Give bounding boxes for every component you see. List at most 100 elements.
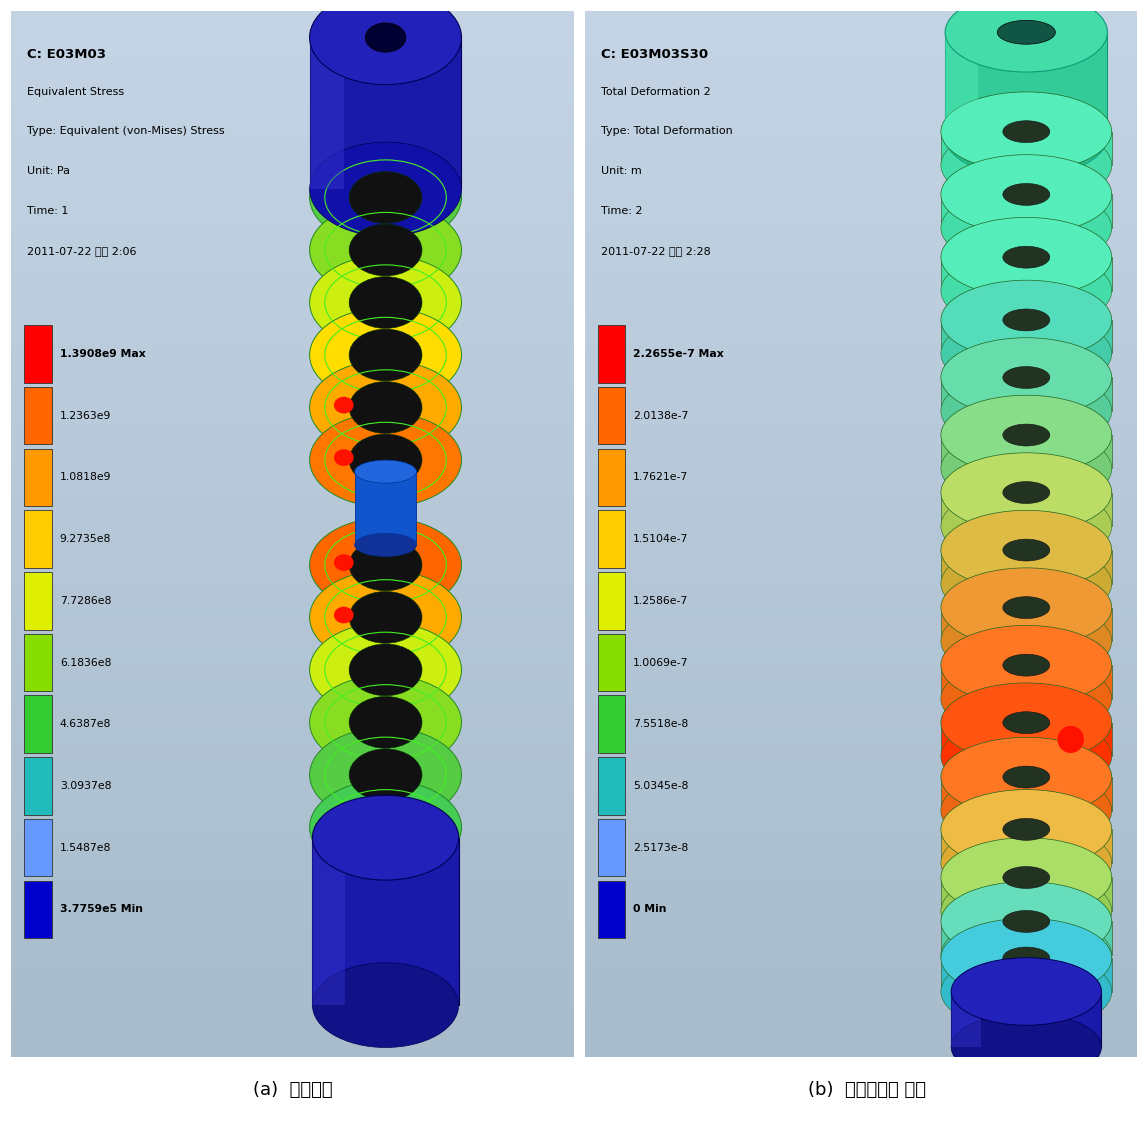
Text: 1.7621e-7: 1.7621e-7 [633, 472, 688, 482]
Ellipse shape [941, 396, 1111, 475]
Bar [1006, 291, 1047, 319]
Ellipse shape [334, 607, 354, 623]
Ellipse shape [310, 571, 461, 664]
Ellipse shape [349, 224, 422, 276]
Ellipse shape [349, 382, 422, 433]
Ellipse shape [1003, 866, 1049, 888]
Text: 1.2363e9: 1.2363e9 [60, 410, 111, 421]
Ellipse shape [941, 314, 1111, 393]
Bar [24, 633, 52, 691]
Ellipse shape [349, 329, 422, 381]
Text: 1.3908e9 Max: 1.3908e9 Max [60, 349, 146, 359]
Bar [1006, 583, 1047, 607]
Bar [941, 550, 1111, 583]
Bar [941, 958, 1111, 991]
Bar [941, 665, 1111, 698]
Ellipse shape [349, 539, 422, 591]
Text: (b)  소성변형량 분포: (b) 소성변형량 분포 [808, 1080, 925, 1098]
Ellipse shape [334, 554, 354, 571]
Ellipse shape [334, 397, 354, 414]
Ellipse shape [945, 97, 1108, 176]
Ellipse shape [349, 749, 422, 800]
Bar [941, 777, 1111, 811]
Ellipse shape [941, 338, 1111, 417]
Bar [598, 572, 626, 630]
Text: 2011-07-22 오후 2:06: 2011-07-22 오후 2:06 [28, 246, 137, 256]
Text: 2011-07-22 오후 2:28: 2011-07-22 오후 2:28 [600, 246, 711, 256]
Bar [598, 511, 626, 567]
Bar [941, 194, 1111, 227]
Bar [1006, 354, 1047, 377]
Ellipse shape [355, 460, 417, 483]
Text: 1.2586e-7: 1.2586e-7 [633, 596, 688, 606]
Ellipse shape [1003, 482, 1049, 504]
Ellipse shape [941, 251, 1111, 331]
Text: 6.1836e8: 6.1836e8 [60, 657, 111, 667]
Text: C: E03M03S30: C: E03M03S30 [600, 48, 708, 61]
Ellipse shape [1003, 121, 1049, 142]
Ellipse shape [941, 280, 1111, 359]
Ellipse shape [941, 915, 1111, 995]
Ellipse shape [365, 23, 405, 52]
Bar [945, 32, 978, 136]
Text: Type: Equivalent (von-Mises) Stress: Type: Equivalent (von-Mises) Stress [28, 126, 225, 136]
Ellipse shape [310, 623, 461, 717]
Ellipse shape [941, 125, 1111, 205]
Ellipse shape [310, 150, 461, 244]
Bar [941, 829, 1111, 863]
Ellipse shape [998, 20, 1055, 44]
Ellipse shape [941, 919, 1111, 998]
Ellipse shape [952, 1013, 1101, 1081]
Ellipse shape [1003, 712, 1049, 733]
Bar [598, 449, 626, 506]
Text: 3.0937e8: 3.0937e8 [60, 781, 111, 791]
Bar [945, 32, 1108, 136]
Ellipse shape [941, 511, 1111, 590]
Bar [941, 435, 1111, 468]
Bar [952, 991, 1101, 1047]
Ellipse shape [349, 276, 422, 329]
Bar [24, 881, 52, 938]
Ellipse shape [941, 838, 1111, 918]
Ellipse shape [1003, 424, 1049, 446]
Bar [1006, 165, 1047, 194]
Ellipse shape [941, 601, 1111, 681]
Bar [310, 38, 343, 189]
Text: 1.5104e-7: 1.5104e-7 [633, 534, 689, 545]
Text: 3.7759e5 Min: 3.7759e5 Min [60, 904, 142, 914]
Ellipse shape [941, 371, 1111, 450]
Ellipse shape [1003, 309, 1049, 331]
Bar [24, 696, 52, 753]
Ellipse shape [941, 771, 1111, 850]
Bar [1006, 863, 1047, 878]
Ellipse shape [941, 658, 1111, 738]
Ellipse shape [941, 429, 1111, 508]
Text: 2.5173e-8: 2.5173e-8 [633, 843, 688, 853]
Text: Unit: m: Unit: m [600, 166, 642, 176]
Text: Time: 2: Time: 2 [600, 206, 643, 216]
Ellipse shape [941, 716, 1111, 796]
Ellipse shape [310, 0, 461, 84]
Ellipse shape [952, 957, 1101, 1026]
Bar [1006, 911, 1047, 921]
Text: Type: Total Deformation: Type: Total Deformation [600, 126, 732, 136]
Bar [598, 696, 626, 753]
Ellipse shape [1057, 725, 1084, 753]
Ellipse shape [941, 625, 1111, 705]
Ellipse shape [312, 963, 459, 1047]
Ellipse shape [310, 675, 461, 770]
Ellipse shape [310, 517, 461, 612]
Text: Unit: Pa: Unit: Pa [28, 166, 70, 176]
Ellipse shape [1003, 597, 1049, 619]
Ellipse shape [1003, 766, 1049, 788]
Ellipse shape [310, 728, 461, 822]
Text: 1.0818e9: 1.0818e9 [60, 472, 111, 482]
Bar [598, 387, 626, 445]
Ellipse shape [1003, 947, 1049, 969]
Bar [24, 387, 52, 445]
Bar [598, 757, 626, 815]
Ellipse shape [334, 449, 354, 466]
Text: 1.5487e8: 1.5487e8 [60, 843, 111, 853]
Text: Time: 1: Time: 1 [28, 206, 69, 216]
Ellipse shape [1003, 183, 1049, 206]
